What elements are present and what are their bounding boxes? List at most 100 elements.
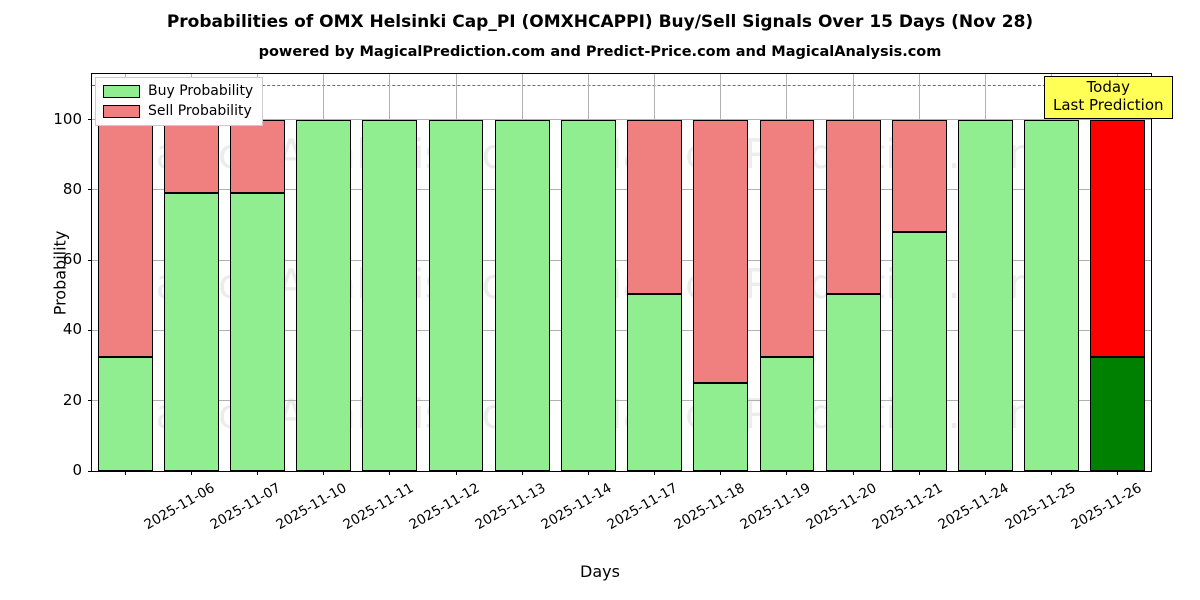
bar-segment-sell[interactable] bbox=[891, 119, 947, 233]
x-tick-label: 2025-11-21 bbox=[869, 480, 946, 534]
bar-group[interactable] bbox=[1090, 74, 1146, 471]
x-tick-mark bbox=[521, 471, 523, 475]
legend-label-sell: Sell Probability bbox=[148, 103, 252, 119]
bar-segment-sell[interactable] bbox=[693, 119, 749, 384]
y-tick-mark bbox=[88, 329, 92, 331]
x-tick-mark bbox=[455, 471, 457, 475]
bar-group[interactable] bbox=[97, 74, 153, 471]
y-tick-label: 60 bbox=[62, 250, 82, 269]
bar-segment-buy[interactable] bbox=[825, 293, 881, 471]
plot-inner: MagicalAnalysis.com MagicalPrediction.co… bbox=[92, 74, 1151, 471]
bar-group[interactable] bbox=[428, 74, 484, 471]
x-tick-label: 2025-11-06 bbox=[141, 480, 218, 534]
legend-swatch-buy-icon bbox=[103, 84, 140, 98]
bar-segment-buy[interactable] bbox=[891, 232, 947, 471]
bar-segment-buy[interactable] bbox=[693, 383, 749, 471]
bar-segment-buy[interactable] bbox=[163, 193, 219, 471]
bar-segment-buy[interactable] bbox=[494, 119, 550, 471]
bar-group[interactable] bbox=[494, 74, 550, 471]
y-gridline bbox=[92, 119, 1151, 121]
x-tick-mark bbox=[654, 471, 656, 475]
x-tick-label: 2025-11-12 bbox=[406, 480, 483, 534]
x-tick-mark bbox=[323, 471, 325, 475]
x-tick-mark bbox=[1051, 471, 1053, 475]
y-tick-label: 20 bbox=[62, 390, 82, 409]
y-tick-mark bbox=[88, 119, 92, 121]
y-tick-mark bbox=[88, 400, 92, 402]
bar-group[interactable] bbox=[560, 74, 616, 471]
x-tick-label: 2025-11-14 bbox=[538, 480, 615, 534]
y-axis-label: Probability bbox=[50, 230, 70, 315]
x-tick-mark bbox=[190, 471, 192, 475]
chart-legend: Buy Probability Sell Probability bbox=[95, 77, 264, 126]
bar-segment-buy[interactable] bbox=[560, 119, 616, 471]
x-tick-mark bbox=[720, 471, 722, 475]
y-gridline bbox=[92, 259, 1151, 261]
bar-segment-buy[interactable] bbox=[230, 193, 285, 471]
bar-segment-buy[interactable] bbox=[958, 119, 1013, 471]
bar-segment-buy[interactable] bbox=[428, 119, 484, 471]
x-tick-label: 2025-11-26 bbox=[1068, 480, 1145, 534]
bar-segment-buy[interactable] bbox=[759, 356, 815, 471]
bar-group[interactable] bbox=[627, 74, 683, 471]
y-gridline bbox=[92, 400, 1151, 402]
bar-segment-buy[interactable] bbox=[627, 293, 683, 471]
y-tick-label: 80 bbox=[62, 179, 82, 198]
bar-segment-buy[interactable] bbox=[362, 119, 418, 471]
bar-segment-buy[interactable] bbox=[1090, 356, 1146, 471]
x-tick-mark bbox=[985, 471, 987, 475]
y-tick-mark bbox=[88, 259, 92, 261]
bar-segment-sell[interactable] bbox=[1090, 119, 1146, 357]
bar-segment-sell[interactable] bbox=[627, 119, 683, 294]
legend-item-sell: Sell Probability bbox=[103, 103, 253, 119]
bar-segment-sell[interactable] bbox=[163, 119, 219, 194]
bar-group[interactable] bbox=[693, 74, 749, 471]
bar-group[interactable] bbox=[296, 74, 352, 471]
x-tick-mark bbox=[124, 471, 126, 475]
chart-subtitle: powered by MagicalPrediction.com and Pre… bbox=[258, 44, 942, 60]
today-annotation-line2: Last Prediction bbox=[1053, 95, 1164, 114]
y-tick-label: 40 bbox=[62, 320, 82, 339]
x-tick-mark bbox=[918, 471, 920, 475]
chart-title: Probabilities of OMX Helsinki Cap_PI (OM… bbox=[166, 12, 1034, 32]
bar-segment-buy[interactable] bbox=[1024, 119, 1080, 471]
x-tick-mark bbox=[256, 471, 258, 475]
bar-segment-buy[interactable] bbox=[296, 119, 352, 471]
y-tick-label: 100 bbox=[53, 109, 82, 128]
x-tick-label: 2025-11-11 bbox=[340, 480, 417, 534]
x-tick-mark bbox=[852, 471, 854, 475]
bar-segment-sell[interactable] bbox=[825, 119, 881, 294]
y-gridline bbox=[92, 189, 1151, 191]
bar-group[interactable] bbox=[759, 74, 815, 471]
reference-line bbox=[92, 84, 1151, 86]
x-axis-label: Days bbox=[580, 562, 620, 581]
bar-group[interactable] bbox=[230, 74, 285, 471]
x-tick-label: 2025-11-17 bbox=[604, 480, 681, 534]
plot-area: MagicalAnalysis.com MagicalPrediction.co… bbox=[51, 73, 1152, 533]
x-tick-label: 2025-11-24 bbox=[935, 480, 1012, 534]
bar-group[interactable] bbox=[362, 74, 418, 471]
x-tick-label: 2025-11-10 bbox=[273, 480, 350, 534]
bar-group[interactable] bbox=[958, 74, 1013, 471]
bar-group[interactable] bbox=[825, 74, 881, 471]
bar-segment-sell[interactable] bbox=[759, 119, 815, 357]
x-tick-mark bbox=[1117, 471, 1119, 475]
bar-group[interactable] bbox=[891, 74, 947, 471]
bar-segment-sell[interactable] bbox=[230, 119, 285, 194]
x-tick-label: 2025-11-19 bbox=[737, 480, 814, 534]
x-tick-label: 2025-11-13 bbox=[472, 480, 549, 534]
x-tick-label: 2025-11-18 bbox=[671, 480, 748, 534]
legend-label-buy: Buy Probability bbox=[148, 83, 254, 99]
bar-group[interactable] bbox=[163, 74, 219, 471]
today-annotation-line1: Today bbox=[1086, 78, 1130, 96]
x-tick-mark bbox=[786, 471, 788, 475]
y-tick-mark bbox=[88, 470, 92, 472]
bar-segment-sell[interactable] bbox=[97, 119, 153, 357]
legend-item-buy: Buy Probability bbox=[103, 83, 253, 99]
y-gridline bbox=[92, 329, 1151, 331]
x-tick-label: 2025-11-20 bbox=[803, 480, 880, 534]
bar-segment-buy[interactable] bbox=[97, 356, 153, 471]
bar-group[interactable] bbox=[1024, 74, 1080, 471]
today-annotation: Today Last Prediction bbox=[1044, 76, 1173, 120]
